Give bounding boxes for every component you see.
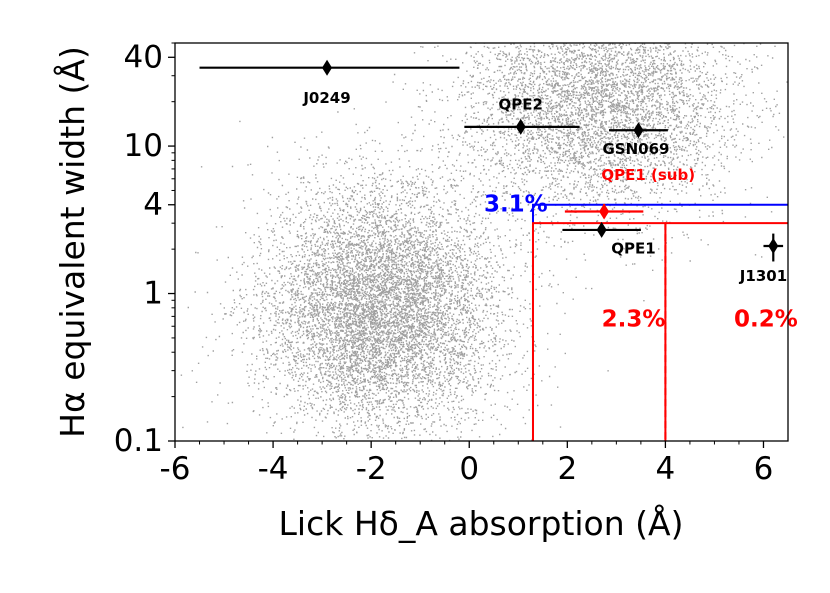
y-tick-label: 4	[143, 187, 163, 223]
object-markers	[322, 59, 779, 255]
region-boundary-2	[531, 222, 667, 441]
x-axis: -6 -4 -2 0 2 4 6	[160, 441, 774, 487]
region-percentage-3: 0.2%	[734, 307, 798, 333]
region-percentages: 3.1% 2.3% 0.2%	[484, 191, 798, 332]
x-tick-label: -4	[258, 451, 289, 487]
x-tick-label: 2	[557, 451, 577, 487]
marker-qpe2	[515, 118, 526, 135]
y-tick-label: 40	[124, 39, 163, 75]
x-tick-label: 0	[459, 451, 479, 487]
marker-qpe1-sub	[599, 203, 610, 220]
y-tick-label: 10	[124, 128, 163, 164]
label-qpe2: QPE2	[499, 95, 543, 113]
label-gsn069: GSN069	[602, 140, 669, 158]
x-tick-label: -2	[356, 451, 387, 487]
marker-j0249	[322, 59, 333, 76]
marker-j1301	[768, 238, 779, 255]
marker-gsn069	[633, 122, 644, 139]
object-labels: J0249 QPE2 GSN069 QPE1 (sub) QPE1 J1301	[302, 89, 787, 285]
y-axis: 0.1 1 4 10 40	[114, 39, 175, 459]
plot-area-background	[175, 43, 788, 441]
scatter-points	[175, 43, 788, 441]
region-percentage-2: 2.3%	[602, 307, 666, 333]
region-percentage-1: 3.1%	[484, 191, 548, 217]
background-population	[175, 43, 788, 441]
label-j1301: J1301	[739, 267, 787, 285]
x-axis-label: Lick Hδ_A absorption (Å)	[279, 503, 684, 543]
y-tick-label: 0.1	[114, 423, 163, 459]
x-tick-label: 4	[656, 451, 676, 487]
label-qpe1: QPE1	[611, 240, 655, 258]
x-tick-label: 6	[754, 451, 774, 487]
y-axis-label: Hα equivalent width (Å)	[52, 46, 92, 438]
label-qpe1-sub: QPE1 (sub)	[601, 166, 695, 184]
plot-frame	[174, 42, 789, 442]
region-boundaries	[531, 203, 788, 441]
marker-qpe1	[596, 221, 607, 238]
y-tick-label: 1	[143, 276, 163, 312]
label-j0249: J0249	[302, 89, 350, 107]
x-tick-label: -6	[160, 451, 191, 487]
